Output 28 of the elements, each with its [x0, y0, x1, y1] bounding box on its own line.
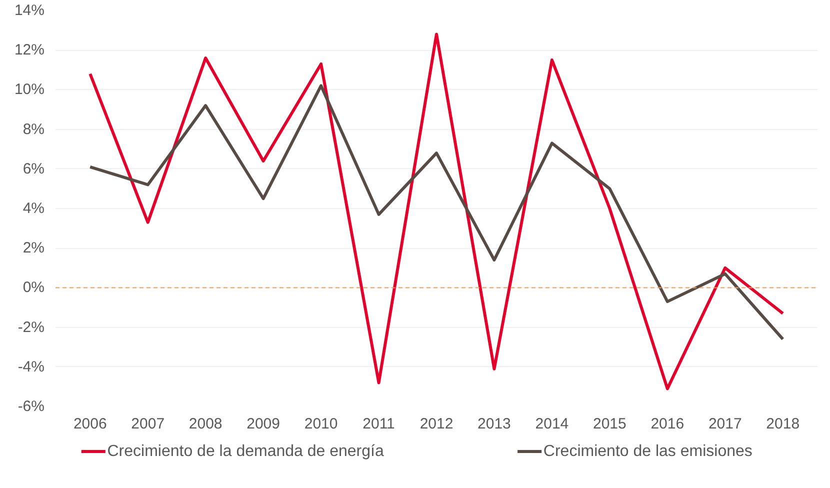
y-tick-label: 12% — [14, 42, 45, 59]
line-series — [88, 84, 784, 341]
x-tick-label: 2011 — [362, 416, 395, 432]
x-tick-label: 2009 — [246, 416, 280, 432]
legend-label: Crecimiento de las emisiones — [543, 443, 752, 460]
y-tick-label: 4% — [22, 200, 45, 217]
line-series — [88, 32, 784, 390]
x-tick-label: 2012 — [420, 416, 454, 432]
y-tick-label: -4% — [18, 358, 45, 376]
y-tick-label: -2% — [18, 318, 45, 336]
y-tick-label: 14% — [14, 2, 45, 19]
y-tick-label: 8% — [22, 120, 45, 138]
y-tick-label: 0% — [22, 279, 45, 296]
x-tick-label: 2013 — [478, 416, 511, 432]
x-tick-label: 2008 — [188, 416, 222, 432]
x-tick-label: 2018 — [766, 416, 800, 432]
x-tick-label: 2006 — [73, 416, 107, 432]
x-tick-label: 2007 — [131, 416, 165, 432]
x-tick-label: 2016 — [650, 416, 684, 432]
y-tick-label: 6% — [22, 160, 45, 178]
y-tick-label: 2% — [22, 240, 45, 257]
x-tick-label: 2015 — [592, 416, 626, 432]
x-tick-label: 2017 — [708, 416, 742, 432]
x-tick-label: 2014 — [535, 416, 569, 432]
y-tick-label: 10% — [14, 81, 45, 98]
y-tick-label: -6% — [18, 398, 45, 415]
legend-label: Crecimiento de la demanda de energía — [107, 443, 384, 460]
x-tick-label: 2010 — [304, 416, 338, 432]
